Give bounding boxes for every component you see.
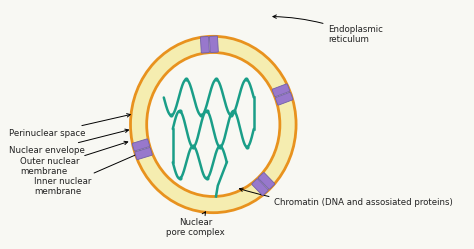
FancyBboxPatch shape <box>201 37 210 53</box>
Text: Endoplasmic
reticulum: Endoplasmic reticulum <box>273 15 383 44</box>
Ellipse shape <box>130 36 296 213</box>
Text: Outer nuclear
membrane: Outer nuclear membrane <box>20 141 128 177</box>
FancyBboxPatch shape <box>258 173 275 189</box>
Text: Inner nuclear
membrane: Inner nuclear membrane <box>34 151 144 196</box>
FancyBboxPatch shape <box>272 84 290 97</box>
FancyBboxPatch shape <box>252 179 268 195</box>
FancyBboxPatch shape <box>210 36 219 53</box>
FancyBboxPatch shape <box>275 92 293 105</box>
Text: Perinuclear space: Perinuclear space <box>9 114 130 138</box>
FancyBboxPatch shape <box>135 147 152 160</box>
FancyBboxPatch shape <box>132 139 150 151</box>
Text: Chromatin (DNA and assosiated proteins): Chromatin (DNA and assosiated proteins) <box>239 188 453 207</box>
Text: Nuclear envelope: Nuclear envelope <box>9 129 128 155</box>
Ellipse shape <box>146 53 280 196</box>
Text: Nuclear
pore complex: Nuclear pore complex <box>166 212 225 238</box>
